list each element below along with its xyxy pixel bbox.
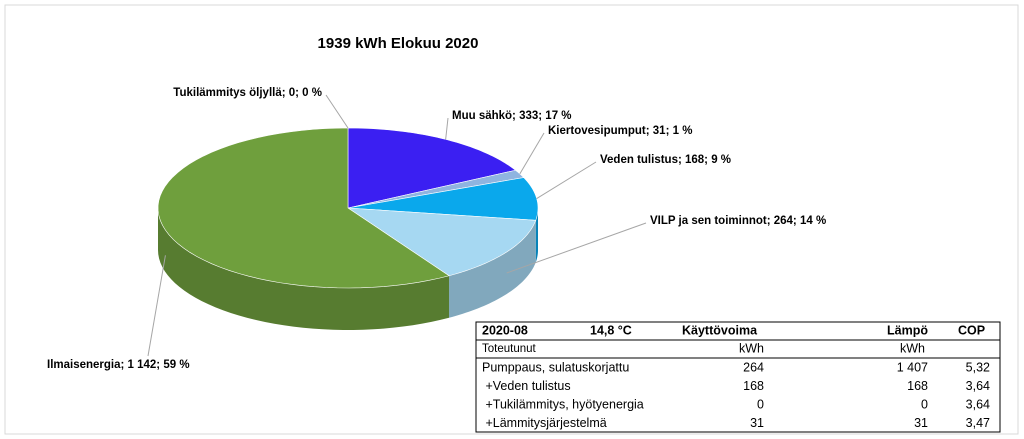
- table-header: 2020-08: [482, 323, 528, 337]
- table-header: COP: [958, 323, 985, 337]
- table-cell: 168: [743, 379, 764, 393]
- table-row-label: +Lämmitysjärjestelmä: [482, 416, 607, 430]
- table-unit: kWh: [900, 341, 925, 355]
- data-label: Ilmaisenergia; 1 142; 59 %: [47, 359, 190, 371]
- data-label: Veden tulistus; 168; 9 %: [600, 154, 731, 166]
- data-label: Kiertovesipumput; 31; 1 %: [548, 125, 692, 137]
- table-cell: 5,32: [966, 360, 990, 374]
- table-cell: 0: [757, 397, 764, 411]
- table-cell: 168: [907, 379, 928, 393]
- pie: [157, 127, 539, 330]
- table-header: Käyttövoima: [682, 323, 758, 337]
- table-cell: 264: [743, 360, 764, 374]
- data-label: Muu sähkö; 333; 17 %: [452, 110, 572, 122]
- leader-line: [536, 161, 597, 199]
- data-label: VILP ja sen toiminnot; 264; 14 %: [650, 215, 826, 227]
- table-cell: 3,47: [966, 416, 990, 430]
- slice-top: [347, 169, 525, 209]
- table-unit-label: Toteutunut: [482, 343, 537, 355]
- table-cell: 31: [914, 416, 928, 430]
- leader-line: [147, 255, 166, 357]
- leader-line: [445, 117, 449, 140]
- slice-side: [449, 220, 536, 318]
- table-cell: 3,64: [966, 379, 990, 393]
- table-header: Lämpö: [887, 323, 928, 337]
- labels: Muu sähkö; 333; 17 % Kiertovesipumput; 31…: [47, 87, 826, 371]
- slice-top: [346, 207, 537, 277]
- leader-line: [506, 222, 647, 274]
- slice-top: [157, 127, 450, 289]
- table: 2020-08 14,8 °C Käyttövoima Lämpö COP To…: [475, 321, 1001, 433]
- slice: [157, 127, 450, 330]
- chart-title: 1939 kWh Elokuu 2020: [318, 35, 479, 52]
- table-row-label: Pumppaus, sulatuskorjattu: [482, 360, 629, 374]
- slice: [347, 177, 539, 263]
- slice-side: [535, 208, 538, 263]
- slice-side: [158, 208, 450, 330]
- leader-line: [519, 132, 545, 175]
- slice: [346, 207, 537, 318]
- slice: [347, 169, 525, 209]
- table-cell: 31: [750, 416, 764, 430]
- data-label: Tukilämmitys öljyllä; 0; 0 %: [173, 87, 322, 99]
- table-row-label: +Veden tulistus: [482, 379, 571, 393]
- table-cell: 3,64: [966, 397, 990, 411]
- slice-top: [347, 177, 539, 221]
- table-cell: 1 407: [897, 360, 928, 374]
- table-unit: kWh: [739, 341, 764, 355]
- table-row-label: +Tukilämmitys, hyötyenergia: [482, 397, 644, 411]
- table-header: 14,8 °C: [590, 323, 632, 337]
- leader-line: [325, 94, 349, 129]
- table-cell: 0: [921, 397, 928, 411]
